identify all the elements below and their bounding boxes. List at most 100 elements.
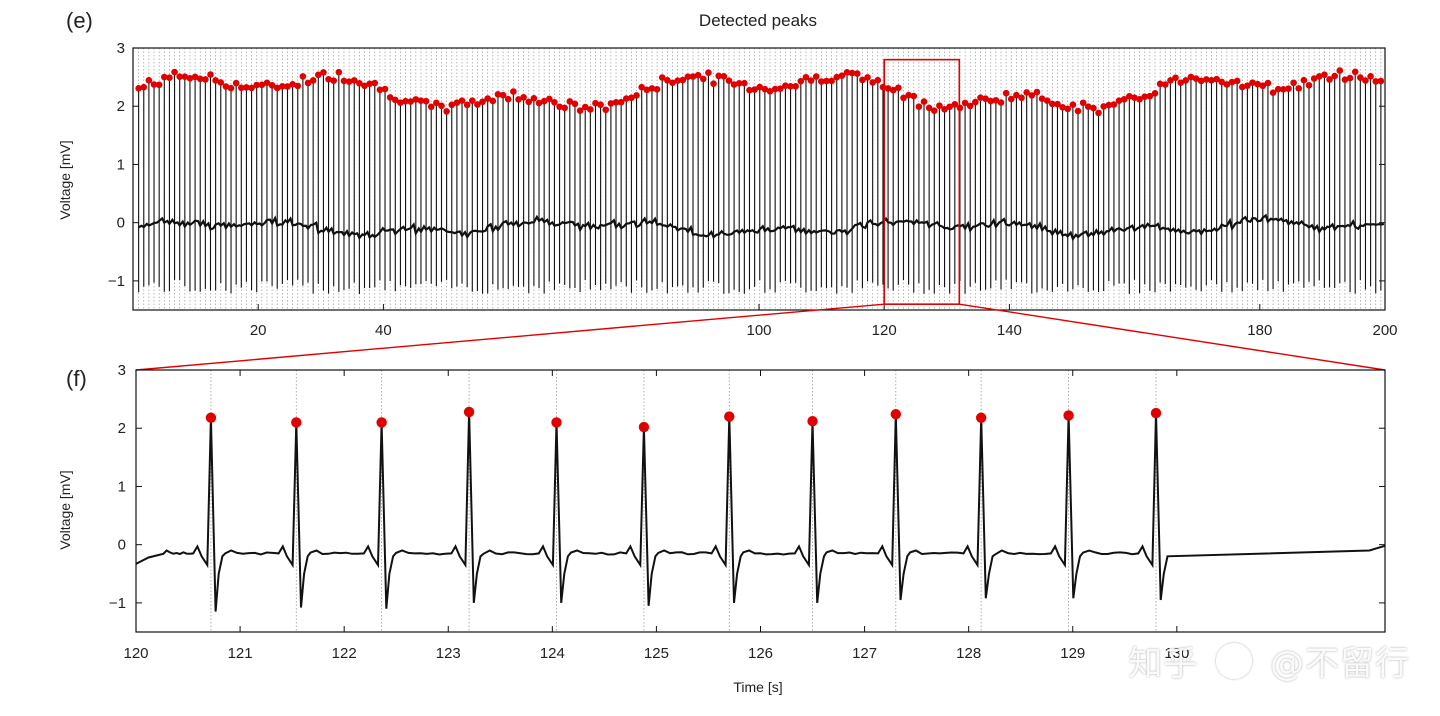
zoom-region-box (883, 58, 961, 305)
panel-e-peak-marker (217, 79, 225, 86)
panel-e-peak-marker (823, 77, 830, 85)
panel-e-peak-marker (1115, 97, 1123, 104)
panel-e-peak-marker (977, 94, 984, 101)
panel-e-peak-marker (468, 97, 476, 104)
panel-e-peak-marker (510, 88, 517, 95)
panel-e-peak-marker (1233, 77, 1241, 85)
panel-e-peak-marker (895, 84, 902, 92)
panel-e-peak-marker (633, 92, 640, 99)
watermark-site: 知乎 (1128, 644, 1199, 684)
panel-e-peak-marker (371, 79, 379, 87)
panel-e-peak-marker (1238, 83, 1246, 91)
panel-e-peak-marker (920, 98, 928, 105)
panel-e-peak-marker (684, 73, 692, 80)
panel-f-peak-marker (1150, 407, 1162, 419)
panel-e-peak-marker (735, 80, 743, 87)
panel-e-peak-marker (653, 85, 661, 93)
panel-e-peak-marker (1197, 77, 1205, 85)
panel-e-peak-marker (612, 99, 620, 106)
panel-e-peak-marker (905, 91, 912, 99)
panel-e-peak-marker (1131, 94, 1138, 101)
panel-e-peak-marker (417, 97, 425, 105)
panel-e-peak-marker (391, 96, 399, 104)
panel-e-peak-marker (376, 86, 384, 94)
panel-e-peak-marker (1326, 76, 1333, 83)
panel-e-xtick-label: 100 (746, 322, 771, 339)
panel-e-peak-marker (1315, 73, 1323, 80)
panel-e-peak-marker (838, 72, 846, 80)
panel-e-peak-marker (181, 73, 189, 81)
panel-e-peak-marker (1126, 92, 1133, 100)
panel-e-peak-marker (1208, 76, 1215, 84)
panel-e-peak-marker (222, 83, 230, 90)
panel-e-xtick-label: 140 (997, 322, 1022, 339)
panel-e-peak-marker (961, 99, 969, 107)
panel-e-peak-marker (150, 81, 158, 88)
panel-e-peak-marker (412, 96, 420, 103)
panel-e-peak-marker (853, 70, 861, 77)
panel-e-peak-marker (966, 102, 974, 110)
panel-e-peak-marker (1167, 77, 1174, 84)
panel-e-peak-marker (864, 74, 871, 81)
panel-e-peak-marker (674, 77, 681, 84)
panel-f-peak-marker (205, 412, 217, 423)
panel-e-peak-marker (253, 81, 260, 89)
panel-e-peak-marker (1203, 76, 1210, 83)
panel-e-peak-marker (1172, 74, 1179, 82)
panel-e-peak-marker (705, 69, 712, 77)
panel-e-signal (138, 70, 1385, 294)
panel-e-peak-marker (746, 86, 753, 94)
panel-e-peak-marker (628, 94, 635, 102)
watermark-camera-icon (1216, 643, 1253, 679)
panel-e-peak-marker (1351, 68, 1359, 76)
panel-e-peak-marker (1028, 92, 1036, 99)
panel-f-xtick-label: 124 (540, 645, 565, 662)
panel-e-peak-marker (1069, 101, 1077, 108)
panel-e-peak-marker (1300, 76, 1308, 84)
panel-e-peak-marker (273, 84, 281, 92)
panel-e-peak-marker (828, 77, 835, 85)
panel-e-peak-marker (607, 100, 615, 107)
panel-e-xtick-label: 120 (872, 322, 897, 339)
panel-e-peak-marker (540, 97, 548, 105)
panel-e-peak-marker (263, 79, 271, 87)
panel-e-peak-marker (638, 83, 645, 91)
panel-e-peak-marker (340, 77, 348, 85)
panel-e-peak-marker (884, 85, 892, 92)
panel-e-peak-marker (1295, 85, 1303, 92)
panel-e-peak-marker (499, 91, 507, 99)
watermark-handle: @不留行 (1270, 644, 1410, 684)
panel-f-xtick-label: 127 (852, 645, 877, 662)
panel-e-peak-marker (530, 94, 538, 102)
panel-e-peak-marker (1079, 99, 1087, 107)
panel-e-peak-marker (135, 85, 142, 92)
panel-e-peak-marker (1033, 88, 1041, 96)
panel-e-peak-marker (202, 76, 209, 83)
panel-e-peak-marker (1372, 78, 1380, 85)
panel-e-peak-marker (1269, 89, 1277, 96)
panel-e-peak-marker (1259, 82, 1267, 90)
panel-e-peak-marker (725, 77, 733, 85)
panel-e-peak-marker (622, 95, 630, 102)
panel-e-peak-marker (689, 73, 697, 80)
chart-title: Detected peaks (699, 11, 817, 30)
panel-e-peak-marker (1110, 101, 1118, 108)
panel-e-peak-marker (309, 77, 317, 84)
panel-e-peak-marker (463, 101, 471, 109)
panel-e-peak-marker (787, 83, 794, 90)
panel-e-peak-marker (504, 95, 512, 103)
panel-e-peak-marker (1156, 80, 1164, 88)
panel-e-peak-marker (566, 98, 574, 105)
panel-e-peak-marker (1187, 73, 1195, 81)
panel-e-peak-marker (1331, 72, 1338, 80)
panel-e-peak-marker (427, 103, 435, 111)
panel-e-peak-marker (448, 101, 456, 109)
zoom-connectors (135, 303, 1386, 371)
panel-e-peak-marker (1018, 94, 1025, 102)
panel-e-peak-marker (848, 69, 856, 77)
panel-e-peak-marker (1264, 79, 1272, 87)
panel-e-peak-marker (1059, 103, 1066, 111)
panel-f-xtick-label: 123 (436, 645, 461, 662)
panel-e-peak-marker (1274, 85, 1282, 93)
